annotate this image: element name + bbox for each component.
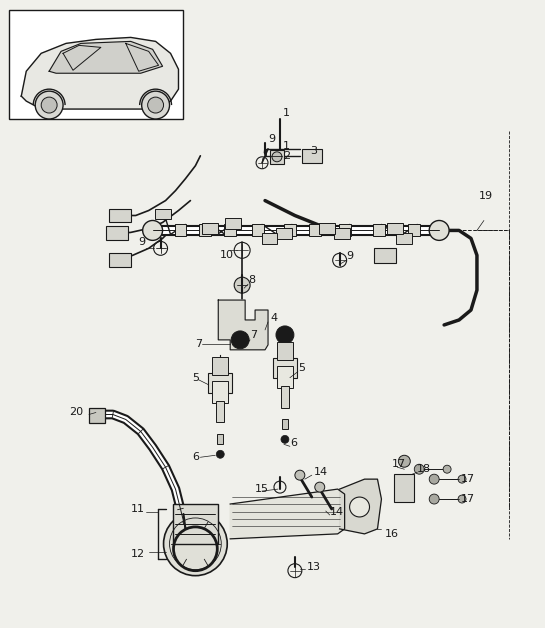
Text: 6: 6 <box>290 438 297 448</box>
Circle shape <box>398 455 410 467</box>
Text: 3: 3 <box>310 146 317 156</box>
Bar <box>395 474 414 502</box>
Bar <box>319 224 335 234</box>
Text: 17: 17 <box>391 459 405 469</box>
Bar <box>338 224 350 236</box>
Circle shape <box>414 464 424 474</box>
Bar <box>89 408 105 423</box>
Bar <box>225 219 241 229</box>
Text: 7: 7 <box>250 330 257 340</box>
Circle shape <box>443 465 451 473</box>
Bar <box>155 208 171 219</box>
Bar <box>276 229 293 239</box>
Bar <box>213 357 228 375</box>
Bar <box>109 208 131 222</box>
Text: 13: 13 <box>307 561 321 571</box>
Polygon shape <box>21 38 178 109</box>
Bar <box>174 224 186 236</box>
Polygon shape <box>219 300 268 350</box>
Circle shape <box>272 152 282 162</box>
Circle shape <box>295 470 305 480</box>
Text: 15: 15 <box>255 484 269 494</box>
Circle shape <box>142 91 169 119</box>
Circle shape <box>164 512 227 576</box>
Bar <box>213 381 228 403</box>
Polygon shape <box>230 489 344 539</box>
Circle shape <box>458 495 466 503</box>
Bar <box>216 401 224 423</box>
Bar <box>373 224 385 236</box>
Bar <box>262 234 277 244</box>
Bar <box>270 150 284 164</box>
Circle shape <box>148 97 164 113</box>
Bar <box>408 224 420 236</box>
Text: 17: 17 <box>461 494 475 504</box>
Text: 8: 8 <box>248 275 255 285</box>
Bar <box>302 149 322 163</box>
Bar <box>217 435 223 445</box>
Bar <box>9 9 184 119</box>
Text: 16: 16 <box>384 529 398 539</box>
Text: 4: 4 <box>270 313 277 323</box>
Circle shape <box>231 331 249 349</box>
Text: 12: 12 <box>131 549 145 559</box>
Circle shape <box>143 220 162 241</box>
Text: 1: 1 <box>283 141 290 151</box>
Text: 6: 6 <box>192 452 199 462</box>
Text: 9: 9 <box>268 134 275 144</box>
Bar <box>109 253 131 268</box>
Text: 2: 2 <box>283 151 290 161</box>
Text: 20: 20 <box>69 408 83 418</box>
Bar <box>277 365 293 387</box>
Circle shape <box>41 97 57 113</box>
Bar <box>199 224 211 236</box>
Bar <box>374 248 396 263</box>
Bar <box>282 420 288 430</box>
Text: 7: 7 <box>196 339 203 349</box>
Bar <box>173 504 219 544</box>
Circle shape <box>429 494 439 504</box>
Bar <box>396 234 412 244</box>
Bar <box>252 224 264 236</box>
Bar <box>202 224 218 234</box>
Bar <box>106 227 128 241</box>
Circle shape <box>349 497 370 517</box>
Circle shape <box>216 450 224 458</box>
Circle shape <box>276 326 294 344</box>
Circle shape <box>429 220 449 241</box>
Circle shape <box>429 474 439 484</box>
Bar <box>284 224 296 236</box>
Bar <box>277 342 293 360</box>
Circle shape <box>281 435 289 443</box>
Circle shape <box>315 482 325 492</box>
Circle shape <box>458 475 466 483</box>
Text: 14: 14 <box>314 467 328 477</box>
Bar <box>334 229 350 239</box>
Bar <box>224 224 236 236</box>
Circle shape <box>35 91 63 119</box>
Bar <box>281 386 289 408</box>
Bar <box>309 224 321 236</box>
Polygon shape <box>340 479 382 534</box>
Text: 10: 10 <box>220 251 234 260</box>
Bar <box>387 224 403 234</box>
Text: 9: 9 <box>347 251 354 261</box>
Text: 19: 19 <box>479 191 493 200</box>
Text: 5: 5 <box>192 372 199 382</box>
Polygon shape <box>49 41 162 73</box>
Text: 18: 18 <box>417 464 432 474</box>
Bar <box>208 372 232 392</box>
Text: 1: 1 <box>283 108 290 118</box>
Circle shape <box>234 277 250 293</box>
Text: 9: 9 <box>138 237 146 247</box>
Text: 5: 5 <box>298 363 305 373</box>
Text: 11: 11 <box>131 504 145 514</box>
Bar <box>273 358 297 377</box>
Text: 17: 17 <box>461 474 475 484</box>
Text: 14: 14 <box>330 507 344 517</box>
